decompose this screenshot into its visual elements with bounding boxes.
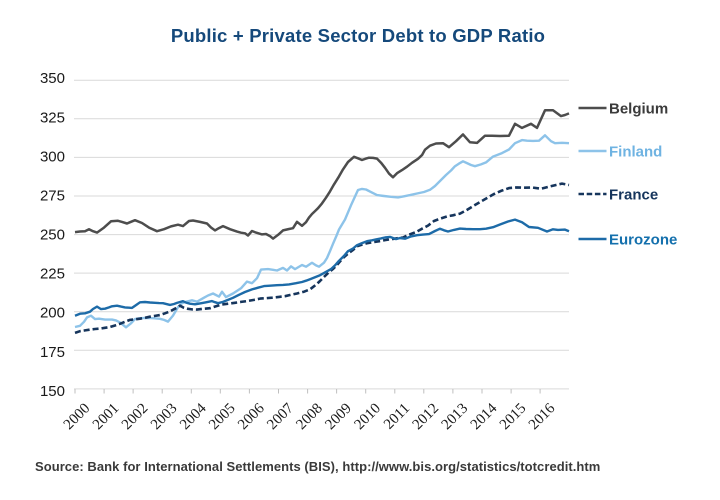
svg-text:200: 200 [40,305,65,322]
svg-text:Finland: Finland [609,144,662,161]
svg-text:175: 175 [40,344,65,361]
svg-text:Belgium: Belgium [609,101,668,118]
svg-text:350: 350 [40,70,65,87]
svg-text:300: 300 [40,148,65,165]
svg-text:150: 150 [40,383,65,400]
svg-text:275: 275 [40,187,65,204]
svg-text:225: 225 [40,266,65,283]
svg-text:France: France [609,187,658,204]
svg-text:Eurozone: Eurozone [609,232,677,249]
svg-text:325: 325 [40,109,65,126]
svg-text:250: 250 [40,227,65,244]
